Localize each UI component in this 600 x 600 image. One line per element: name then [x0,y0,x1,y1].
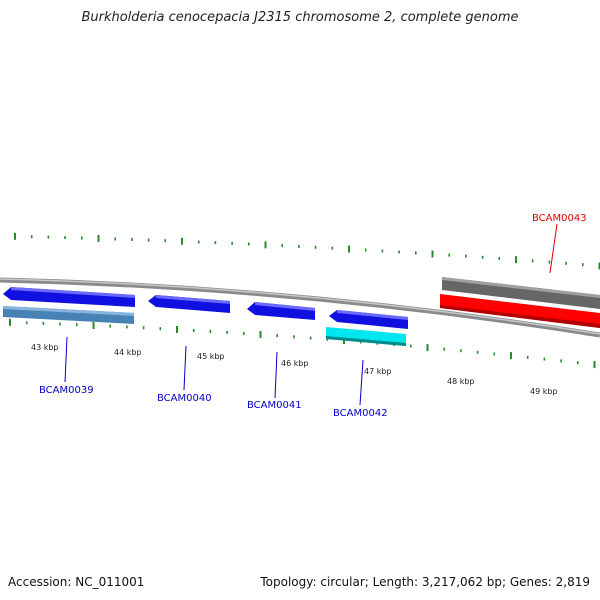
scale-label: 46 kbp [281,359,309,368]
map-title: Burkholderia cenocepacia J2315 chromosom… [81,10,519,25]
topology-summary: Topology: circular; Length: 3,217,062 bp… [260,575,590,589]
reverse-gene-bcam0039[interactable] [3,306,134,324]
gene-label-bcam0043[interactable]: BCAM0043 [532,213,587,224]
leader-bcam0043 [549,223,558,274]
inner-tick-row [9,318,596,369]
leader-bcam0039 [64,336,68,383]
scale-label: 43 kbp [31,343,59,352]
scale-label: 44 kbp [114,348,142,357]
gene-label-bcam0042[interactable]: BCAM0042 [333,408,388,419]
outer-tick-row [14,232,600,270]
genome-backbone [0,277,600,338]
gray-feature[interactable] [442,277,600,309]
scale-label: 45 kbp [197,352,225,361]
forward-gene-bcam0039[interactable] [3,287,135,307]
forward-gene-bcam0040[interactable] [148,295,230,313]
leader-bcam0042 [359,359,364,406]
leader-bcam0041 [274,351,278,399]
forward-gene-bcam0041[interactable] [247,302,315,320]
forward-gene-bcam0042[interactable] [329,310,408,329]
reverse-gene-bcam0042[interactable] [326,327,406,346]
red-feature-bcam0043[interactable] [440,294,600,328]
gene-label-bcam0041[interactable]: BCAM0041 [247,400,302,411]
gene-label-bcam0040[interactable]: BCAM0040 [157,393,212,404]
gene-label-bcam0039[interactable]: BCAM0039 [39,385,94,396]
accession-label: Accession: NC_011001 [8,575,145,589]
scale-label: 47 kbp [364,367,392,376]
leader-bcam0040 [183,345,187,391]
scale-label: 49 kbp [530,387,558,396]
genome-backbone-highlight [0,278,600,335]
scale-label: 48 kbp [447,377,475,386]
